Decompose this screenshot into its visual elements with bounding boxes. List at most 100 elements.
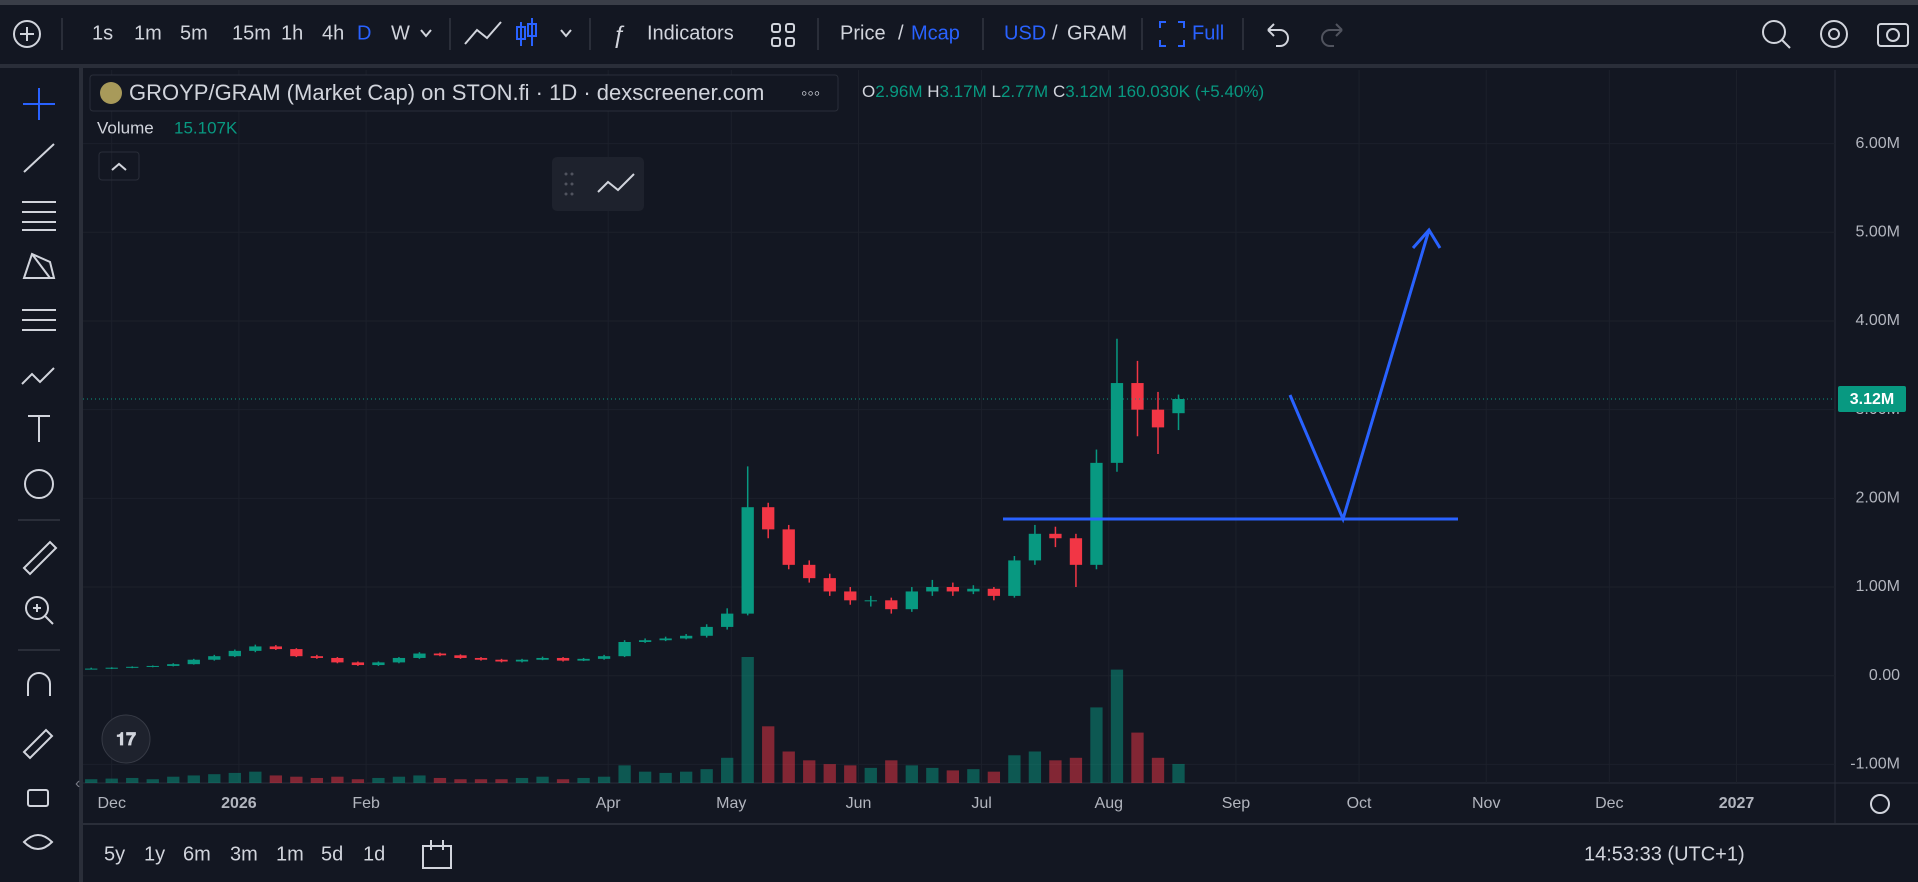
- range-button[interactable]: 1d: [363, 843, 385, 865]
- arrow-head: [1411, 227, 1442, 249]
- fx-icon[interactable]: ƒ: [612, 21, 625, 48]
- zoom-tool-handle: [33, 604, 54, 625]
- full-icon[interactable]: [1159, 21, 1185, 47]
- interval-button[interactable]: W: [391, 22, 410, 44]
- range-button[interactable]: 5y: [104, 843, 125, 865]
- volume-bar: [946, 770, 959, 783]
- usd-toggle[interactable]: USD: [1004, 22, 1046, 44]
- x-tick-label: Aug: [1095, 795, 1123, 812]
- projection-tool[interactable]: [22, 309, 56, 331]
- alert-icon[interactable]: [1762, 20, 1786, 44]
- drawing-style-icon[interactable]: [597, 173, 635, 193]
- toggle-slash: /: [1052, 22, 1058, 44]
- interval-button[interactable]: D: [357, 22, 371, 44]
- candle-body: [372, 662, 385, 666]
- interval-button[interactable]: 15m: [232, 22, 271, 44]
- candle-body: [1069, 538, 1083, 565]
- volume-bar: [105, 778, 118, 783]
- add-symbol-icon[interactable]: [13, 20, 41, 48]
- range-button[interactable]: 6m: [183, 843, 211, 865]
- layout-icon[interactable]: [771, 23, 795, 47]
- dropdown-icon[interactable]: [420, 29, 432, 38]
- interval-button[interactable]: 1s: [92, 22, 113, 44]
- volume-bar: [1131, 732, 1144, 783]
- candle-body: [967, 588, 980, 592]
- volume-bar: [1110, 669, 1124, 783]
- volume-bar: [228, 772, 241, 783]
- x-tick-label: Nov: [1472, 795, 1500, 812]
- volume-bar: [351, 779, 365, 783]
- candle-body: [679, 635, 693, 639]
- volume-bar: [987, 771, 1001, 783]
- candle-body: [1028, 533, 1042, 561]
- zoom-tool[interactable]: [25, 596, 49, 620]
- volume-label: Volume: [97, 118, 154, 137]
- visibility-tool[interactable]: [22, 834, 54, 850]
- crosshair-tool[interactable]: [23, 88, 55, 120]
- candle-body: [762, 507, 775, 530]
- candle-body: [454, 655, 467, 658]
- ohlc-legend: O2.96M H3.17M L2.77M C3.12M 160.030K (+5…: [862, 82, 1264, 101]
- axis-settings-icon[interactable]: [1870, 794, 1890, 814]
- undo-icon[interactable]: [1267, 23, 1289, 47]
- lock-tool[interactable]: [27, 789, 49, 807]
- goto-date-icon[interactable]: [422, 840, 452, 869]
- price-toggle[interactable]: Price: [840, 22, 886, 44]
- tv-logo[interactable]: [101, 714, 151, 764]
- candle-body: [331, 657, 344, 663]
- range-button[interactable]: 5d: [321, 843, 343, 865]
- chart-title: GROYP/GRAM (Market Cap) on STON.fi · 1D …: [129, 80, 764, 105]
- pattern-tool[interactable]: [22, 252, 56, 279]
- volume-bar: [249, 771, 262, 783]
- gram-toggle[interactable]: GRAM: [1067, 22, 1127, 44]
- camera-icon[interactable]: [1877, 23, 1909, 47]
- redo-icon[interactable]: [1321, 23, 1343, 47]
- range-button[interactable]: 3m: [230, 843, 258, 865]
- more-button[interactable]: ◦◦◦: [801, 83, 820, 103]
- drag-handle[interactable]: [564, 172, 574, 196]
- interval-button[interactable]: 1h: [281, 22, 303, 44]
- range-button[interactable]: 1y: [144, 843, 165, 865]
- y-tick-label: 0.00: [1869, 667, 1900, 684]
- lock-drawing-tool[interactable]: [22, 728, 54, 760]
- volume-bar: [146, 779, 159, 783]
- collapse-arrow[interactable]: ‹: [75, 775, 80, 792]
- indicators-button[interactable]: Indicators: [647, 22, 734, 44]
- x-tick-label: Oct: [1347, 795, 1372, 812]
- brush-tool[interactable]: [21, 367, 55, 385]
- volume-bar: [433, 777, 447, 783]
- mcap-toggle[interactable]: Mcap: [911, 22, 960, 44]
- line-chart-icon[interactable]: [464, 21, 502, 45]
- volume-bar: [167, 776, 180, 783]
- candle-body: [310, 656, 324, 658]
- candle-body: [433, 653, 447, 656]
- magnet-tool[interactable]: [27, 672, 51, 696]
- x-tick-label: Jun: [846, 795, 872, 812]
- text-tool[interactable]: [28, 415, 50, 442]
- projection-arrow: [1288, 229, 1431, 524]
- icon-tool[interactable]: [24, 469, 54, 499]
- volume-bar: [85, 779, 98, 783]
- layout-square: [771, 23, 781, 33]
- candle-body: [700, 626, 713, 636]
- candle-icon-body: [527, 23, 537, 37]
- dropdown-icon[interactable]: [560, 29, 572, 38]
- interval-button[interactable]: 1m: [134, 22, 162, 44]
- x-tick-label: Apr: [596, 795, 622, 812]
- volume-bar: [310, 777, 324, 783]
- y-tick-label: 2.00M: [1856, 490, 1900, 507]
- candle-body: [1049, 533, 1062, 539]
- full-button[interactable]: Full: [1192, 22, 1224, 44]
- fib-tool[interactable]: [22, 201, 56, 231]
- collapse-button[interactable]: [98, 151, 140, 181]
- interval-button[interactable]: 5m: [180, 22, 208, 44]
- settings-icon[interactable]: [1820, 20, 1848, 48]
- interval-button[interactable]: 4h: [322, 22, 344, 44]
- range-button[interactable]: 1m: [276, 843, 304, 865]
- ruler-tool[interactable]: [22, 540, 58, 576]
- volume-bar: [967, 769, 980, 783]
- volume-value: 15.107K: [174, 118, 238, 137]
- trendline-tool[interactable]: [23, 143, 55, 173]
- top-toolbar: 1s 1m 5m 15m 1h 4h D W ƒ Indicators Price / Mca…: [13, 18, 1909, 50]
